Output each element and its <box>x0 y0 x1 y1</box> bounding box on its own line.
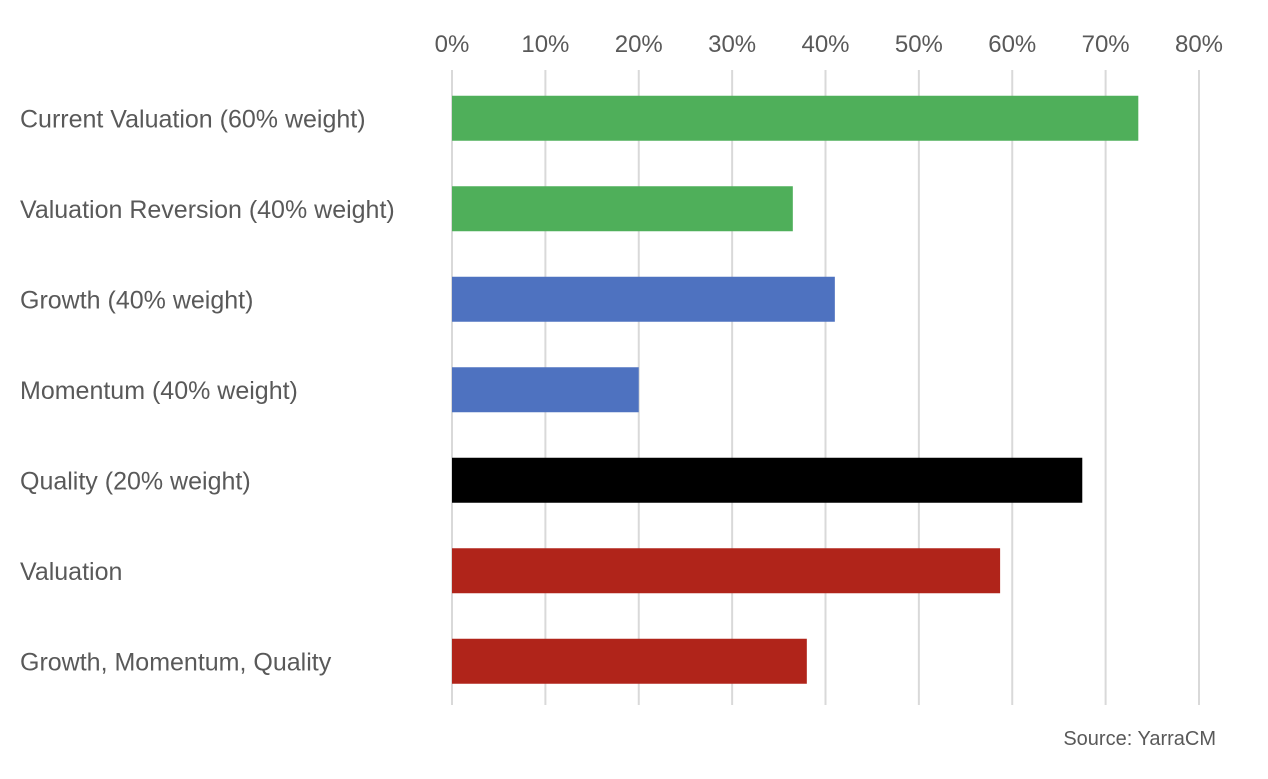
x-tick-label: 50% <box>895 31 943 58</box>
x-tick-label: 70% <box>1082 31 1130 58</box>
x-tick-label: 60% <box>988 31 1036 58</box>
bar <box>452 276 835 322</box>
bar <box>452 457 1083 503</box>
x-tick-label: 40% <box>801 31 849 58</box>
x-tick-label: 30% <box>708 31 756 58</box>
category-label: Valuation Reversion (40% weight) <box>20 196 395 224</box>
x-tick-label: 80% <box>1175 31 1223 58</box>
x-axis-ticks: 0% 10% 20% 30% 40% 50% 60% 70% 80% <box>435 31 1223 58</box>
category-label: Quality (20% weight) <box>20 467 251 495</box>
bars <box>452 95 1139 684</box>
bar <box>452 367 639 413</box>
category-label: Growth (40% weight) <box>20 286 253 314</box>
bar <box>452 548 1001 594</box>
category-labels: Current Valuation (60% weight) Valuation … <box>20 105 395 676</box>
bar <box>452 95 1139 141</box>
bar <box>452 186 793 232</box>
category-label: Current Valuation (60% weight) <box>20 105 366 133</box>
category-label: Valuation <box>20 558 122 586</box>
x-tick-label: 0% <box>435 31 470 58</box>
gridlines <box>451 70 1200 705</box>
bar <box>452 638 807 684</box>
x-tick-label: 20% <box>615 31 663 58</box>
source-label: Source: YarraCM <box>1063 728 1216 750</box>
category-label: Growth, Momentum, Quality <box>20 648 332 676</box>
category-label: Momentum (40% weight) <box>20 377 298 405</box>
x-tick-label: 10% <box>521 31 569 58</box>
